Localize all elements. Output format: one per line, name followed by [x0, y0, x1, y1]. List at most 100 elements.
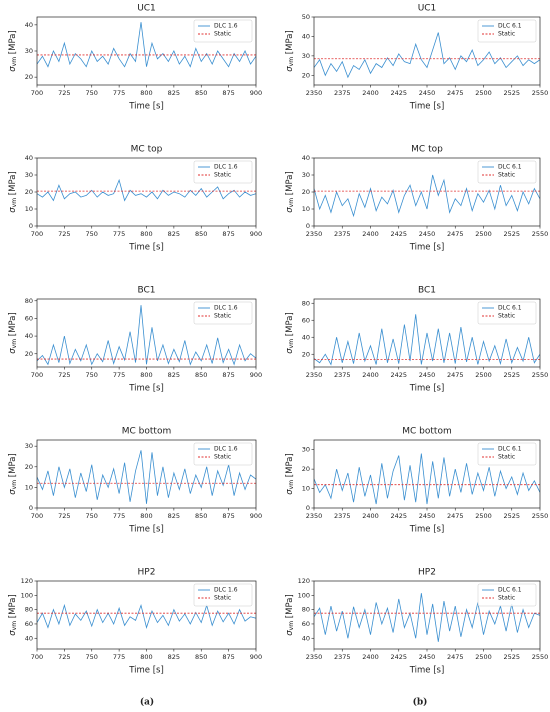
legend-box: [477, 160, 537, 184]
y-label-subscript: vm: [11, 480, 18, 490]
x-tick-label: 725: [58, 89, 70, 97]
x-tick-label: 825: [168, 89, 180, 97]
legend-label: Static: [214, 595, 231, 602]
y-tick-label: 30: [302, 171, 310, 179]
y-tick-label: 100: [298, 591, 310, 599]
series-line: [314, 174, 540, 218]
legend-box: [477, 583, 537, 607]
x-tick-label: 2450: [419, 230, 436, 238]
x-axis-label: Time [s]: [128, 243, 164, 253]
x-tick-label: 2550: [532, 89, 549, 97]
legend-label: DLC 6.1: [498, 446, 522, 453]
x-tick-label: 825: [168, 371, 180, 379]
y-tick-label: 40: [25, 21, 33, 29]
legend-label: DLC 6.1: [498, 587, 522, 594]
x-axis-label: Time [s]: [128, 525, 164, 535]
plot-area: [37, 450, 256, 504]
x-tick-label: 875: [222, 89, 234, 97]
x-tick-label: 2400: [362, 653, 379, 661]
x-tick-label: 2375: [334, 371, 351, 379]
legend-box: [477, 19, 537, 43]
x-tick-label: 2350: [306, 230, 323, 238]
x-tick-label: 2475: [447, 512, 464, 520]
y-axis-label: σvm [MPa]: [8, 594, 18, 635]
x-tick-label: 900: [250, 89, 262, 97]
x-tick-label: 2400: [362, 230, 379, 238]
y-tick-label: 20: [25, 463, 33, 471]
panel: MC top 2350 2375 2400 2425 2450 2475 2500 2525 25…: [285, 145, 549, 253]
x-tick-label: 775: [113, 230, 125, 238]
x-tick-label: 725: [58, 653, 70, 661]
x-tick-label: 775: [113, 89, 125, 97]
plot-area: [314, 314, 540, 366]
legend-box: [477, 442, 537, 466]
series-line: [314, 453, 540, 505]
x-tick-label: 700: [31, 230, 43, 238]
x-tick-label: 700: [31, 371, 43, 379]
x-tick-label: 850: [195, 371, 207, 379]
y-tick-label: 80: [25, 297, 33, 305]
y-tick-label: 0: [29, 504, 33, 512]
x-tick-label: 2500: [475, 512, 492, 520]
x-tick-label: 2375: [334, 89, 351, 97]
y-label-symbol: σ: [8, 207, 18, 213]
y-tick-label: 0: [29, 222, 33, 230]
x-axis-label: Time [s]: [409, 384, 445, 394]
y-tick-label: 30: [25, 171, 33, 179]
x-tick-label: 2350: [306, 512, 323, 520]
plot-area: [37, 305, 256, 366]
legend-box: [477, 301, 537, 325]
x-tick-label: 775: [113, 371, 125, 379]
series-line: [37, 450, 256, 504]
y-tick-label: 20: [302, 350, 310, 358]
y-tick-label: 20: [302, 188, 310, 196]
x-tick-label: 2375: [334, 512, 351, 520]
y-tick-label: 40: [302, 634, 310, 642]
caption: (a): [140, 697, 154, 708]
y-tick-label: 20: [25, 188, 33, 196]
x-tick-label: 2475: [447, 371, 464, 379]
x-tick-label: 900: [250, 653, 262, 661]
panel: BC1 2350 2375 2400 2425 2450 2475 2500 2525 2550 2…: [285, 286, 549, 394]
chart-title: BC1: [137, 286, 155, 296]
y-label-subscript: vm: [288, 198, 295, 208]
y-label-subscript: vm: [11, 621, 18, 631]
x-tick-label: 875: [222, 653, 234, 661]
y-label-subscript: vm: [288, 621, 295, 631]
x-axis-label: Time [s]: [409, 666, 445, 676]
x-tick-label: 2525: [503, 371, 520, 379]
legend-box: [193, 442, 253, 466]
x-tick-label: 2425: [390, 89, 407, 97]
y-label-unit: [MPa]: [285, 312, 295, 336]
y-tick-label: 0: [306, 504, 310, 512]
x-tick-label: 750: [86, 89, 98, 97]
series-line: [37, 305, 256, 366]
series-line: [37, 603, 256, 629]
x-tick-label: 700: [31, 89, 43, 97]
x-tick-label: 750: [86, 653, 98, 661]
y-label-unit: [MPa]: [285, 453, 295, 477]
y-tick-label: 60: [25, 620, 33, 628]
x-tick-label: 2425: [390, 512, 407, 520]
legend-label: Static: [214, 31, 231, 38]
x-tick-label: 2550: [532, 371, 549, 379]
y-label-subscript: vm: [11, 198, 18, 208]
x-tick-label: 700: [31, 653, 43, 661]
x-tick-label: 2400: [362, 512, 379, 520]
x-tick-label: 850: [195, 512, 207, 520]
x-tick-label: 2400: [362, 371, 379, 379]
x-tick-label: 725: [58, 371, 70, 379]
y-tick-label: 20: [302, 71, 310, 79]
y-label-symbol: σ: [8, 348, 18, 354]
y-tick-label: 120: [298, 577, 310, 585]
x-tick-label: 700: [31, 512, 43, 520]
y-label-symbol: σ: [8, 630, 18, 636]
y-tick-label: 40: [302, 333, 310, 341]
y-label-unit: [MPa]: [8, 594, 18, 618]
y-tick-label: 40: [25, 154, 33, 162]
y-tick-label: 30: [302, 52, 310, 60]
legend-label: Static: [498, 595, 515, 602]
panel: UC1 700 725 750 775 800 825 850 875 900 20 30 40 Time…: [8, 4, 263, 112]
x-tick-label: 2475: [447, 230, 464, 238]
